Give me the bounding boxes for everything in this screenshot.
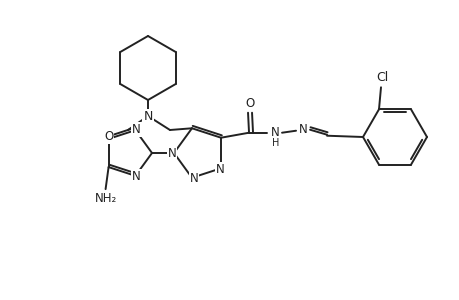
Text: NH₂: NH₂ [94, 192, 117, 205]
Text: N: N [298, 123, 307, 136]
Text: N: N [143, 110, 152, 122]
Text: H: H [272, 138, 279, 148]
Text: N: N [132, 123, 140, 136]
Text: O: O [245, 97, 254, 110]
Text: N: N [270, 126, 279, 139]
Text: N: N [215, 163, 224, 176]
Text: Cl: Cl [375, 71, 387, 84]
Text: O: O [104, 130, 113, 143]
Text: N: N [167, 146, 176, 160]
Text: N: N [132, 170, 140, 183]
Text: N: N [189, 172, 198, 185]
